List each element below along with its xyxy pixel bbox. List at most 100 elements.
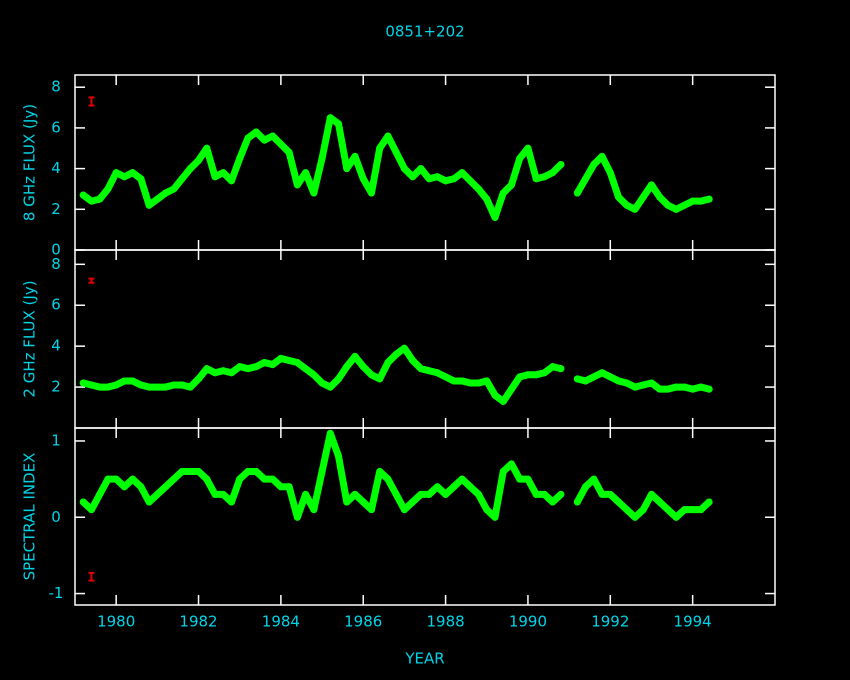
data-point <box>359 498 367 506</box>
data-point <box>499 467 507 475</box>
data-point <box>697 506 705 514</box>
data-point <box>540 173 548 181</box>
data-point <box>79 379 87 387</box>
data-point <box>409 356 417 364</box>
data-point <box>252 128 260 136</box>
y-tick-label: -1 <box>49 584 64 602</box>
data-point <box>573 498 581 506</box>
data-point <box>672 513 680 521</box>
data-point <box>623 506 631 514</box>
x-tick-label: 1986 <box>344 613 382 631</box>
data-point <box>318 467 326 475</box>
data-point <box>582 377 590 385</box>
data-point <box>112 381 120 389</box>
data-point <box>219 490 227 498</box>
data-point <box>475 185 483 193</box>
data-point <box>458 169 466 177</box>
data-point <box>310 371 318 379</box>
data-point <box>137 483 145 491</box>
data-point <box>178 467 186 475</box>
data-point <box>178 381 186 389</box>
data-point <box>170 475 178 483</box>
data-point <box>227 369 235 377</box>
data-point <box>351 152 359 160</box>
data-point <box>442 490 450 498</box>
y-tick-label: 1 <box>51 431 61 449</box>
data-point <box>573 189 581 197</box>
data-point <box>425 367 433 375</box>
data-point <box>623 379 631 387</box>
data-point <box>549 363 557 371</box>
data-point <box>236 154 244 162</box>
data-point <box>491 513 499 521</box>
data-point <box>582 483 590 491</box>
data-point <box>458 475 466 483</box>
data-point <box>285 148 293 156</box>
data-point <box>326 383 334 391</box>
data-point <box>318 379 326 387</box>
y-tick-label: 6 <box>51 296 61 314</box>
data-point <box>219 169 227 177</box>
data-point <box>162 189 170 197</box>
data-point <box>236 363 244 371</box>
data-point <box>129 377 137 385</box>
data-point <box>186 383 194 391</box>
data-point <box>598 369 606 377</box>
data-point <box>433 483 441 491</box>
data-point <box>302 169 310 177</box>
data-point <box>343 498 351 506</box>
data-point <box>351 352 359 360</box>
data-point <box>195 156 203 164</box>
data-point <box>606 490 614 498</box>
data-point <box>549 498 557 506</box>
data-point <box>335 452 343 460</box>
data-point <box>483 506 491 514</box>
y-tick-label: 4 <box>51 159 61 177</box>
data-point <box>277 140 285 148</box>
data-point <box>87 381 95 389</box>
x-tick-label: 1982 <box>179 613 217 631</box>
data-point <box>195 467 203 475</box>
data-point <box>260 475 268 483</box>
x-tick-label: 1988 <box>426 613 464 631</box>
data-point <box>582 175 590 183</box>
data-point <box>639 506 647 514</box>
data-point <box>384 475 392 483</box>
data-point <box>219 367 227 375</box>
data-point <box>689 385 697 393</box>
data-point <box>516 475 524 483</box>
data-point <box>672 205 680 213</box>
chart-title: 0851+202 <box>385 23 464 41</box>
data-point <box>400 344 408 352</box>
data-point <box>186 165 194 173</box>
data-point <box>153 490 161 498</box>
data-point <box>590 475 598 483</box>
data-point <box>145 498 153 506</box>
data-point <box>590 373 598 381</box>
y-tick-label: 6 <box>51 118 61 136</box>
y-tick-label: 0 <box>51 508 61 526</box>
data-point <box>647 181 655 189</box>
data-point <box>269 475 277 483</box>
data-point <box>79 498 87 506</box>
data-point <box>697 197 705 205</box>
data-point <box>623 201 631 209</box>
data-point <box>203 144 211 152</box>
data-point <box>524 475 532 483</box>
data-point <box>137 175 145 183</box>
y-tick-label: 8 <box>51 78 61 96</box>
data-point <box>524 144 532 152</box>
data-point <box>442 373 450 381</box>
data-point <box>549 169 557 177</box>
data-point <box>524 371 532 379</box>
data-point <box>631 383 639 391</box>
x-tick-label: 1980 <box>97 613 135 631</box>
data-point <box>112 475 120 483</box>
data-point <box>400 165 408 173</box>
data-point <box>145 201 153 209</box>
data-point <box>384 132 392 140</box>
data-point <box>120 377 128 385</box>
data-point <box>96 195 104 203</box>
x-tick-label: 1990 <box>509 613 547 631</box>
data-point <box>656 498 664 506</box>
